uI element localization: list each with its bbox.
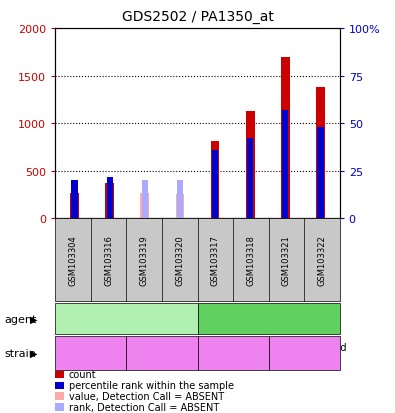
Bar	[107, 177, 113, 219]
Text: rank, Detection Call = ABSENT: rank, Detection Call = ABSENT	[69, 402, 219, 412]
Text: GDS2502 / PA1350_at: GDS2502 / PA1350_at	[122, 10, 273, 24]
Text: PAO1: PAO1	[220, 348, 246, 358]
Bar	[247, 139, 253, 219]
Text: value, Detection Call = ABSENT: value, Detection Call = ABSENT	[69, 391, 224, 401]
Bar	[317, 128, 324, 219]
Text: TTSS/rhamnolipid
mutant: TTSS/rhamnolipid mutant	[261, 342, 347, 364]
Bar	[212, 150, 218, 219]
Text: PAO1: PAO1	[78, 348, 103, 358]
Text: strain: strain	[4, 348, 36, 358]
Text: TTSS/rhamnolipid
mutant: TTSS/rhamnolipid mutant	[119, 342, 205, 364]
Text: ▶: ▶	[30, 348, 37, 358]
Text: control: control	[105, 313, 148, 325]
Text: GSM103317: GSM103317	[211, 235, 220, 285]
Text: epithelia: epithelia	[241, 313, 296, 325]
Bar	[177, 181, 183, 219]
Text: percentile rank within the sample: percentile rank within the sample	[69, 380, 234, 390]
Bar	[175, 194, 184, 219]
Text: ▶: ▶	[30, 314, 37, 324]
Bar	[281, 57, 290, 219]
Bar	[211, 142, 220, 219]
Bar	[105, 184, 114, 219]
Text: GSM103322: GSM103322	[318, 235, 326, 285]
Bar	[282, 111, 288, 219]
Text: count: count	[69, 370, 96, 380]
Text: agent: agent	[4, 314, 36, 324]
Text: GSM103304: GSM103304	[69, 235, 77, 285]
Bar	[71, 181, 78, 219]
Text: GSM103321: GSM103321	[282, 235, 291, 285]
Text: GSM103320: GSM103320	[175, 235, 184, 285]
Bar	[141, 193, 149, 219]
Bar	[246, 112, 254, 219]
Text: GSM103316: GSM103316	[104, 235, 113, 285]
Bar	[316, 88, 325, 219]
Text: GSM103319: GSM103319	[140, 235, 149, 285]
Bar	[70, 193, 79, 219]
Text: GSM103318: GSM103318	[246, 235, 255, 285]
Bar	[142, 181, 148, 219]
